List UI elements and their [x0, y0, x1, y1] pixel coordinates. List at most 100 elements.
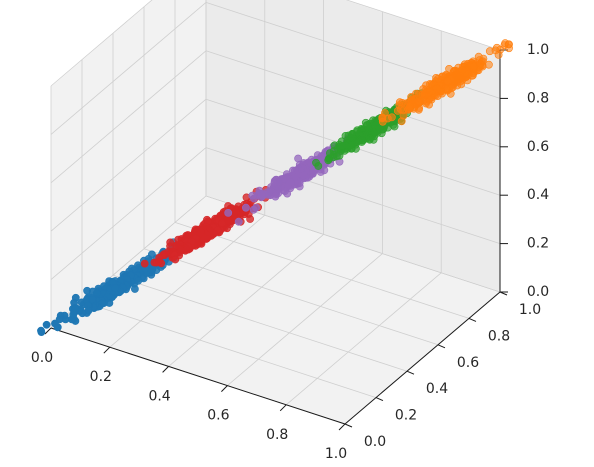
data-point — [299, 171, 308, 180]
data-point — [53, 323, 62, 332]
x-tick-label: 0.2 — [90, 369, 112, 385]
y-axis-line — [344, 291, 501, 425]
series-4-points — [378, 39, 513, 126]
data-point — [83, 286, 91, 295]
tick-labels: 0.0 0.2 0.4 0.6 0.8 1.0 0.0 0.2 0.4 0.6 0.8 1.0 0.0 0… — [31, 42, 549, 462]
y-tick-label: 0.2 — [395, 408, 417, 424]
grid-line-z — [205, 147, 501, 244]
z-tick-label: 0.0 — [527, 284, 549, 300]
grid-line-z — [50, 98, 207, 232]
data-point — [314, 162, 323, 170]
grid-line-z — [50, 2, 207, 135]
data-point — [324, 156, 333, 165]
y-tick — [375, 397, 384, 402]
data-point — [427, 95, 436, 104]
data-point — [414, 90, 423, 99]
data-point — [338, 141, 347, 150]
grid-line-z — [50, 0, 153, 87]
x-tick — [279, 404, 287, 412]
x-tick — [162, 366, 169, 373]
data-point — [438, 72, 447, 81]
data-point — [155, 257, 163, 266]
grid-line-z — [345, 0, 501, 51]
data-point — [42, 320, 51, 329]
x-tick-label: 1.0 — [325, 446, 347, 462]
data-point — [88, 295, 97, 304]
data-point — [393, 107, 402, 115]
data-point — [330, 141, 339, 150]
data-point — [332, 152, 341, 161]
grid-line-x — [227, 253, 383, 386]
x-tick — [221, 385, 228, 392]
y-tick — [468, 317, 477, 322]
x-tick — [103, 346, 111, 354]
data-point — [294, 154, 302, 163]
grid-line-z — [205, 50, 501, 148]
data-point — [433, 92, 442, 100]
grid-line-x — [168, 234, 324, 367]
y-tick — [437, 344, 446, 349]
data-point — [134, 276, 143, 285]
x-tick — [44, 327, 52, 335]
data-point — [253, 191, 262, 199]
y-tick-label: 0.8 — [488, 328, 510, 344]
data-point — [166, 238, 175, 247]
data-point — [469, 62, 478, 71]
grid-line-z — [50, 50, 207, 184]
data-point — [140, 259, 149, 268]
data-point — [353, 127, 362, 136]
x-tick — [338, 423, 346, 431]
data-point — [370, 128, 379, 137]
data-point — [218, 219, 226, 228]
data-point — [378, 114, 387, 123]
data-point — [111, 284, 120, 292]
data-point — [387, 113, 396, 122]
data-point — [241, 203, 250, 212]
data-point — [171, 255, 180, 264]
data-point — [505, 40, 513, 49]
data-point — [325, 149, 334, 157]
data-point — [271, 192, 280, 201]
z-tick-label: 0.8 — [527, 90, 549, 106]
x-tick-label: 0.0 — [31, 350, 53, 366]
y-tick-label: 1.0 — [519, 302, 541, 318]
data-point — [130, 285, 139, 293]
data-point — [172, 242, 181, 250]
data-point — [69, 310, 78, 319]
y-tick-label: 0.0 — [364, 434, 386, 450]
grid-line-y — [143, 248, 439, 346]
x-tick-label: 0.8 — [266, 427, 288, 443]
data-point — [286, 178, 295, 186]
z-tick-label: 0.2 — [527, 236, 549, 252]
y-tick — [344, 423, 353, 428]
data-point — [37, 326, 45, 335]
data-point — [494, 51, 503, 59]
data-point — [274, 184, 283, 193]
data-point — [234, 217, 243, 226]
x-tick-label: 0.6 — [207, 408, 229, 424]
axis-lines — [44, 49, 508, 431]
data-point — [405, 104, 414, 113]
z-tick-label: 0.4 — [527, 187, 549, 203]
data-point — [148, 265, 157, 274]
y-tick-label: 0.4 — [426, 381, 448, 397]
grid-line-y — [174, 222, 470, 319]
data-point — [246, 215, 254, 223]
y-tick-label: 0.6 — [457, 355, 479, 371]
data-points — [37, 39, 513, 336]
x-axis-line — [50, 327, 346, 425]
x-tick-label: 0.4 — [148, 388, 170, 404]
grid-line-x — [109, 214, 266, 348]
y-tick — [406, 370, 415, 375]
data-point — [252, 203, 260, 212]
z-tick-label: 0.6 — [527, 139, 549, 155]
data-point — [366, 134, 374, 143]
data-point — [224, 208, 233, 217]
grid-line-y — [81, 301, 377, 398]
grid-line-x — [285, 272, 442, 406]
data-point — [485, 47, 494, 56]
axes-panes — [49, 0, 502, 425]
grid-line-z — [50, 147, 207, 280]
grid-line-y — [112, 274, 408, 372]
